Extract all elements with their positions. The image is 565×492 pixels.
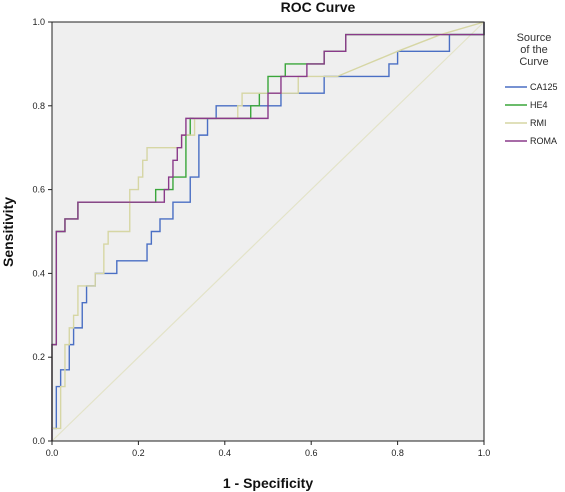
legend-label: ROMA <box>530 136 557 146</box>
y-axis-label: Sensitivity <box>0 197 16 267</box>
x-tick-label: 0.6 <box>305 448 318 458</box>
legend-title-line: Source <box>517 32 552 44</box>
y-tick-label: 1.0 <box>32 17 45 27</box>
y-tick-label: 0.2 <box>32 352 45 362</box>
x-tick-label: 0.4 <box>219 448 232 458</box>
legend-item-roma: ROMA <box>505 136 557 146</box>
legend-item-ca125: CA125 <box>505 82 558 92</box>
y-tick-label: 0.4 <box>32 268 45 278</box>
y-tick-label: 0.0 <box>32 436 45 446</box>
chart-title: ROC Curve <box>281 0 356 15</box>
y-tick-label: 0.6 <box>32 185 45 195</box>
x-tick-label: 1.0 <box>478 448 491 458</box>
x-tick-label: 0.0 <box>46 448 59 458</box>
series-layer <box>51 21 485 441</box>
y-tick-label: 0.8 <box>32 101 45 111</box>
legend-title-line: Curve <box>519 56 548 68</box>
x-axis-label: 1 - Specificity <box>223 475 313 491</box>
legend-item-he4: HE4 <box>505 100 548 110</box>
plot-frame <box>51 21 485 442</box>
legend-item-rmi: RMI <box>505 118 547 128</box>
series-rmi-line <box>51 21 485 441</box>
series-ca125-line <box>51 22 485 441</box>
reference-line <box>51 21 485 442</box>
x-tick-label: 0.8 <box>391 448 404 458</box>
legend-items: CA125 HE4 RMI ROMA <box>505 82 558 146</box>
reference-line-layer <box>51 21 485 442</box>
legend-title-line: of the <box>520 44 548 56</box>
series-roma-line <box>51 22 485 441</box>
legend-label: CA125 <box>530 82 558 92</box>
tick-layer: 0.0 0.2 0.4 0.6 0.8 1.0 0.0 0.2 0.4 0.6 0.8 1.0 <box>32 17 490 458</box>
legend-label: HE4 <box>530 100 548 110</box>
legend-label: RMI <box>530 118 547 128</box>
x-tick-label: 0.2 <box>132 448 145 458</box>
